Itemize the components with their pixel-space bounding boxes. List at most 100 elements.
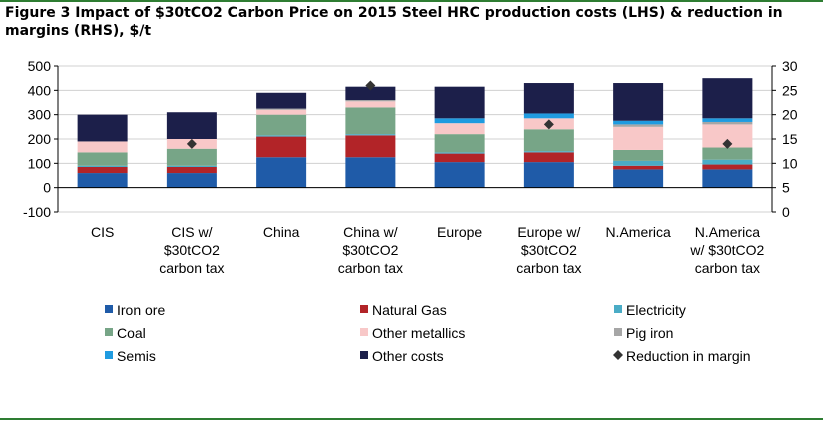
- legend-swatch: [105, 351, 113, 359]
- category-label: carbon tax: [338, 260, 403, 276]
- category-label: carbon tax: [159, 260, 224, 276]
- bar-segment: [256, 109, 307, 115]
- bar-segment: [702, 124, 753, 148]
- bar-segment: [523, 83, 574, 114]
- bar-segment: [256, 114, 307, 136]
- bar-segment: [523, 152, 574, 163]
- bar-segment: [77, 166, 128, 174]
- left-tick-label: 300: [28, 107, 52, 123]
- chart-title: Figure 3 Impact of $30tCO2 Carbon Price …: [5, 5, 783, 39]
- bar-segment: [434, 134, 485, 153]
- category-label: $30tCO2: [164, 242, 220, 258]
- bar-segment: [77, 173, 128, 188]
- category-label: N.America: [695, 224, 761, 240]
- category-label: China w/: [343, 224, 398, 240]
- bar-segment: [613, 83, 664, 121]
- margin-markers: [186, 80, 733, 149]
- bar-segment: [613, 126, 664, 150]
- right-tick-label: 25: [782, 82, 798, 98]
- bar-segment: [702, 121, 753, 125]
- legend-label: Reduction in margin: [626, 348, 751, 364]
- bar-segment: [434, 152, 485, 154]
- bar-segment: [345, 86, 396, 101]
- legend-label: Pig iron: [626, 325, 673, 341]
- legend-label: Natural Gas: [372, 302, 447, 318]
- bar-segment: [434, 86, 485, 119]
- bar-segment: [256, 136, 307, 158]
- right-tick-label: 30: [782, 58, 798, 74]
- bar-segment: [613, 160, 664, 166]
- bar-segment: [256, 135, 307, 137]
- bar-segment: [702, 164, 753, 170]
- right-tick-label: 10: [782, 155, 798, 171]
- category-label: w/ $30tCO2: [689, 242, 764, 258]
- bars: [77, 78, 753, 188]
- gridlines: [58, 65, 772, 213]
- top-rule: [0, 0, 823, 2]
- bar-segment: [345, 157, 396, 188]
- category-label: China: [263, 224, 300, 240]
- legend-swatch: [105, 305, 113, 313]
- category-label: N.America: [605, 224, 671, 240]
- left-tick-label: 200: [28, 131, 52, 147]
- category-label: $30tCO2: [342, 242, 398, 258]
- bar-segment: [523, 162, 574, 188]
- bar-segment: [613, 120, 664, 125]
- bar-segment: [256, 108, 307, 110]
- legend-swatch: [614, 305, 622, 313]
- legend-swatch: [360, 328, 368, 336]
- bottom-rule: [0, 418, 823, 420]
- margin-marker: [186, 138, 197, 149]
- legend-label: Coal: [117, 325, 146, 341]
- bar-segment: [345, 134, 396, 136]
- tick-labels: -100 0 100 200 300 400 500 0 5 10 15 20 25 30 CIS CIS w…: [23, 58, 798, 276]
- left-tick-label: 100: [28, 155, 52, 171]
- bar-segment: [256, 92, 307, 109]
- margin-marker: [543, 119, 554, 130]
- legend: Iron ore Natural Gas Electricity Coal Other …: [105, 302, 751, 364]
- bar-segment: [77, 114, 128, 142]
- legend-label: Other metallics: [372, 325, 465, 341]
- category-label: carbon tax: [695, 260, 760, 276]
- bar-segment: [345, 135, 396, 158]
- legend-label: Other costs: [372, 348, 444, 364]
- bar-segment: [166, 166, 217, 174]
- legend-label: Iron ore: [117, 302, 165, 318]
- category-label: $30tCO2: [521, 242, 577, 258]
- left-tick-label: 0: [43, 180, 51, 196]
- bar-segment: [613, 124, 664, 127]
- right-tick-label: 20: [782, 107, 798, 123]
- bar-segment: [523, 151, 574, 153]
- legend-swatch: [360, 305, 368, 313]
- category-label: carbon tax: [516, 260, 581, 276]
- bar-segment: [166, 165, 217, 167]
- left-tick-label: 500: [28, 58, 52, 74]
- bar-segment: [434, 123, 485, 135]
- bar-segment: [77, 141, 128, 153]
- right-tick-label: 15: [782, 131, 798, 147]
- bar-segment: [256, 157, 307, 188]
- bar-segment: [345, 101, 396, 108]
- bar-segment: [702, 147, 753, 160]
- bar-segment: [702, 169, 753, 188]
- legend-label: Semis: [117, 348, 156, 364]
- category-label: Europe: [437, 224, 482, 240]
- bar-segment: [166, 173, 217, 188]
- bar-segment: [613, 149, 664, 161]
- margin-marker: [722, 138, 733, 149]
- right-tick-label: 5: [782, 180, 790, 196]
- bar-segment: [702, 118, 753, 122]
- bar-segment: [166, 112, 217, 139]
- bar-segment: [345, 100, 396, 102]
- legend-label: Electricity: [626, 302, 686, 318]
- left-tick-label: 400: [28, 82, 52, 98]
- bar-segment: [702, 159, 753, 165]
- bar-segment: [523, 129, 574, 152]
- bar-segment: [77, 152, 128, 166]
- bar-segment: [702, 78, 753, 119]
- bar-segment: [613, 165, 664, 170]
- bar-segment: [434, 162, 485, 188]
- bar-segment: [434, 153, 485, 163]
- category-label: CIS: [91, 224, 114, 240]
